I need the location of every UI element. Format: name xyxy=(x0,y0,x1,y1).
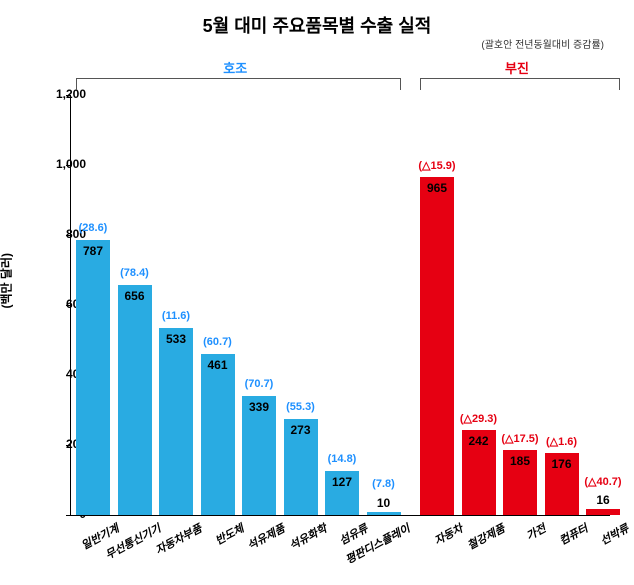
bar-pct-label: (11.6) xyxy=(156,310,197,322)
bar xyxy=(201,354,235,515)
group-label: 부진 xyxy=(505,58,529,77)
bar-pct-label: (△29.3) xyxy=(458,412,499,425)
bar-pct-label: (7.8) xyxy=(363,478,404,490)
bar xyxy=(586,509,620,515)
bar-value-label: 127 xyxy=(325,475,359,489)
bar-pct-label: (△1.6) xyxy=(541,435,582,448)
group-label: 호조 xyxy=(223,58,247,77)
y-tick-mark xyxy=(66,375,70,376)
y-tick-mark xyxy=(66,515,70,516)
bar-value-label: 339 xyxy=(242,400,276,414)
y-tick-label: 1,000 xyxy=(36,157,86,171)
bar-pct-label: (△40.7) xyxy=(583,475,624,488)
y-tick-mark xyxy=(66,235,70,236)
bar-value-label: 273 xyxy=(284,423,318,437)
bar-pct-label: (70.7) xyxy=(239,378,280,390)
bar-pct-label: (△17.5) xyxy=(500,432,541,445)
y-tick-mark xyxy=(66,305,70,306)
bar-pct-label: (78.4) xyxy=(114,267,155,279)
group-bracket xyxy=(420,78,620,90)
bar-pct-label: (△15.9) xyxy=(417,159,458,172)
bar xyxy=(118,285,152,515)
chart-subtitle: (괄호안 전년동월대비 증감률) xyxy=(481,36,604,51)
y-axis-label: (백만 달러) xyxy=(0,253,15,309)
y-tick-mark xyxy=(66,445,70,446)
bar-value-label: 10 xyxy=(367,496,401,510)
bar-pct-label: (14.8) xyxy=(322,453,363,465)
bar-value-label: 533 xyxy=(159,332,193,346)
y-tick-mark xyxy=(66,165,70,166)
bar xyxy=(76,240,110,515)
bar-value-label: 787 xyxy=(76,244,110,258)
bar-pct-label: (55.3) xyxy=(280,401,321,413)
bar-value-label: 656 xyxy=(118,289,152,303)
bar xyxy=(367,512,401,516)
bar-value-label: 242 xyxy=(462,434,496,448)
export-bar-chart: 5월 대미 주요품목별 수출 실적 (괄호안 전년동월대비 증감률) (백만 달… xyxy=(0,0,634,585)
bar xyxy=(159,328,193,515)
bar-pct-label: (60.7) xyxy=(197,336,238,348)
bar-value-label: 965 xyxy=(420,181,454,195)
chart-title: 5월 대미 주요품목별 수출 실적 xyxy=(0,12,634,38)
bar-value-label: 461 xyxy=(201,358,235,372)
group-bracket xyxy=(76,78,401,90)
bar-value-label: 176 xyxy=(545,457,579,471)
x-axis-line xyxy=(70,515,610,516)
bar xyxy=(420,177,454,515)
bar-value-label: 16 xyxy=(586,493,620,507)
bar-value-label: 185 xyxy=(503,454,537,468)
bar-pct-label: (28.6) xyxy=(73,222,114,234)
y-tick-mark xyxy=(66,95,70,96)
